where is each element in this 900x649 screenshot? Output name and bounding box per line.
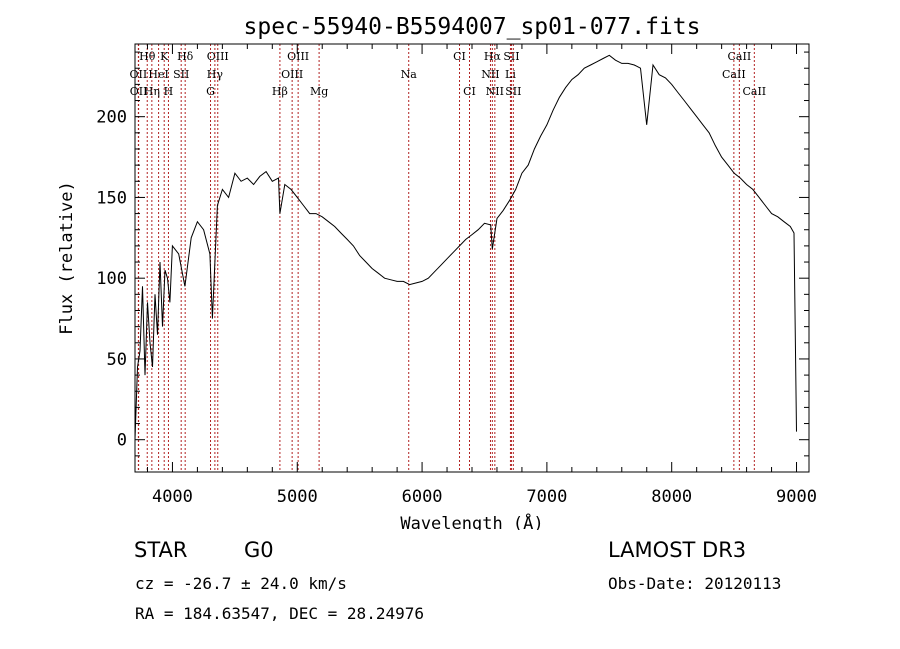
marker-label-1: K	[160, 50, 169, 63]
survey-name: LAMOST DR3	[608, 538, 747, 562]
marker-label-6: Hα	[484, 50, 502, 63]
object-subclass: G0	[244, 538, 274, 562]
plot-frame	[134, 43, 810, 473]
marker-label-19: Hη	[144, 85, 160, 98]
spectrum-chart: spec-55940-B5594007_sp01-077.fits Hθ K Hδ O…	[57, 14, 817, 530]
x-tick-label: 6000	[402, 487, 443, 507]
marker-label-4: OIII	[287, 50, 309, 63]
y-tick-label: 200	[96, 108, 127, 128]
marker-label-5: CI	[453, 50, 466, 63]
marker-label-24: CI	[463, 85, 476, 98]
x-tick-label: 9000	[776, 487, 817, 507]
object-class: STAR	[134, 538, 188, 562]
x-tick-label: 7000	[526, 487, 567, 507]
marker-label-8: CaII	[728, 50, 752, 63]
redshift-velocity: cz = -26.7 ± 24.0 km/s	[135, 574, 347, 593]
marker-label-15: NII	[481, 68, 499, 81]
marker-label-13: OIII	[281, 68, 303, 81]
y-tick-label: 50	[107, 350, 127, 370]
x-tick-label: 4000	[152, 487, 193, 507]
marker-label-25: NII	[486, 85, 504, 98]
marker-label-14: Na	[401, 68, 418, 81]
x-tick-label: 5000	[277, 487, 318, 507]
observation-date: Obs-Date: 20120113	[608, 574, 782, 593]
marker-label-16: Li	[505, 68, 516, 81]
marker-label-3: OIII	[207, 50, 229, 63]
marker-label-17: CaII	[722, 68, 746, 81]
sky-coordinates: RA = 184.63547, DEC = 28.24976	[135, 604, 424, 623]
y-tick-label: 0	[117, 431, 127, 451]
x-axis-label: Wavelength (Å)	[400, 512, 543, 530]
marker-label-11: SII	[173, 68, 189, 81]
marker-label-20: H	[164, 85, 174, 98]
marker-label-7: SII	[503, 50, 519, 63]
marker-label-18: OII	[130, 85, 148, 98]
marker-label-27: CaII	[742, 85, 766, 98]
spectrum-line	[134, 54, 797, 440]
chart-title: spec-55940-B5594007_sp01-077.fits	[244, 14, 701, 40]
y-tick-label: 100	[96, 269, 127, 289]
axes: 4000 5000 6000 7000 8000 9000 0 50 100 150 200	[96, 44, 817, 507]
marker-label-9: OII	[130, 68, 148, 81]
marker-label-26: SII	[505, 85, 521, 98]
x-tick-label: 8000	[651, 487, 692, 507]
marker-label-2: Hδ	[177, 50, 194, 63]
marker-label-23: Mg	[310, 85, 328, 98]
marker-label-10: HeI	[148, 68, 168, 81]
marker-label-0: Hθ	[139, 50, 156, 63]
y-tick-label: 150	[96, 188, 127, 208]
y-axis-label: Flux (relative)	[57, 181, 77, 335]
marker-label-12: Hγ	[207, 68, 224, 81]
marker-label-21: G	[206, 85, 215, 98]
marker-label-22: Hβ	[272, 85, 288, 98]
